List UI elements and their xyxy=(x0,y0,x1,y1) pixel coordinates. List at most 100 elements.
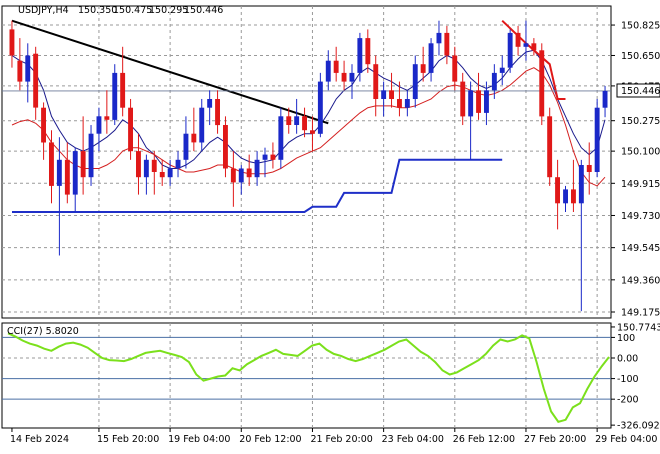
candle-body xyxy=(143,159,149,178)
candles xyxy=(9,20,608,312)
candle-body xyxy=(262,154,268,160)
price-tick-label: 149.915 xyxy=(621,179,660,190)
candle-body xyxy=(199,107,205,143)
symbol-label: USDJPY,H4 xyxy=(18,5,69,16)
current-price-label: 150.446 xyxy=(621,86,660,97)
candle-body xyxy=(389,90,394,99)
candle-body xyxy=(468,90,474,117)
close-value: 150.446 xyxy=(184,5,223,16)
time-tick-label: 14 Feb 2024 xyxy=(10,434,69,445)
cci-tick-label: 0.00 xyxy=(617,354,638,365)
candle-body xyxy=(286,116,292,125)
candle-body xyxy=(25,55,31,82)
cci-line xyxy=(7,332,610,423)
candle-body xyxy=(547,116,553,178)
candle-body xyxy=(365,38,371,65)
candle-body xyxy=(341,72,347,82)
candle-body xyxy=(128,107,133,152)
time-tick-label: 20 Feb 12:00 xyxy=(239,434,301,445)
candle-body xyxy=(151,159,157,172)
cci-frame xyxy=(1,322,612,429)
candle-body xyxy=(270,154,276,160)
candle-body xyxy=(381,90,387,99)
time-tick-label: 23 Feb 04:00 xyxy=(382,434,444,445)
candle-body xyxy=(404,99,410,108)
candle-body xyxy=(246,168,252,178)
candle-body xyxy=(373,64,379,99)
candle-body xyxy=(230,168,236,183)
price-tick-label: 149.545 xyxy=(621,243,660,254)
candle-body xyxy=(515,32,521,47)
candle-body xyxy=(499,67,505,73)
cci-tick-label: 100 xyxy=(617,333,635,344)
high-value: 150.475 xyxy=(113,5,152,16)
candle-body xyxy=(397,99,402,108)
candle-body xyxy=(420,64,426,73)
current-price-box xyxy=(616,83,660,98)
candle-body xyxy=(294,116,300,125)
candle-body xyxy=(428,43,434,73)
candle-body xyxy=(56,159,62,186)
candle-body xyxy=(349,72,355,82)
candle-body xyxy=(523,43,529,47)
candle-body xyxy=(460,81,466,117)
moving-averages xyxy=(11,49,606,187)
candle-body xyxy=(317,81,323,134)
candle-body xyxy=(436,32,442,44)
cci-tick-label: -100 xyxy=(617,374,639,385)
candle-body xyxy=(88,133,94,178)
candle-body xyxy=(64,159,70,195)
candle-body xyxy=(136,151,141,178)
cci-series xyxy=(7,332,610,423)
price-tick-label: 150.275 xyxy=(621,116,660,127)
candle-body xyxy=(357,38,363,73)
ma-red-line xyxy=(11,67,606,187)
candle-body xyxy=(333,60,339,73)
candle-body xyxy=(238,168,244,183)
price-tick-label: 150.825 xyxy=(621,21,660,32)
time-tick-label: 19 Feb 04:00 xyxy=(168,434,230,445)
support-line xyxy=(12,158,503,213)
candle-body xyxy=(9,29,15,56)
candle-body xyxy=(539,50,545,117)
candle-body xyxy=(555,177,560,204)
candle-body xyxy=(104,116,110,120)
low-value: 150.295 xyxy=(149,5,188,16)
candle-body xyxy=(254,159,260,178)
price-tick-label: 149.730 xyxy=(621,211,660,222)
candle-body xyxy=(507,32,513,68)
candle-body xyxy=(278,116,284,160)
candle-body xyxy=(223,125,228,169)
ma-blue-line xyxy=(11,49,606,169)
candle-body xyxy=(207,99,213,108)
candle-body xyxy=(491,72,497,91)
price-frame xyxy=(1,5,612,319)
candle-body xyxy=(80,151,86,178)
candle-body xyxy=(175,159,181,169)
time-tick-label: 15 Feb 20:00 xyxy=(97,434,159,445)
candle-body xyxy=(302,116,307,131)
candle-body xyxy=(159,172,165,178)
time-tick-label: 27 Feb 20:00 xyxy=(524,434,586,445)
time-tick-label: 26 Feb 12:00 xyxy=(453,434,515,445)
candle-body xyxy=(191,133,197,143)
candle-body xyxy=(594,107,600,172)
time-tick-label: 21 Feb 20:00 xyxy=(310,434,372,445)
candle-body xyxy=(72,151,78,195)
candle-body xyxy=(325,60,331,82)
price-tick-label: 149.175 xyxy=(621,308,660,319)
candle-body xyxy=(444,32,450,56)
candle-body xyxy=(602,91,608,108)
candle-body xyxy=(120,72,126,108)
candle-body xyxy=(531,43,537,51)
price-tick-label: 150.650 xyxy=(621,51,660,62)
trendline xyxy=(11,19,329,125)
candle-body xyxy=(215,99,220,126)
price-tick-label: 150.100 xyxy=(621,147,660,158)
cci-tick-label: -200 xyxy=(617,395,639,406)
cci-tick-label: 150.7743 xyxy=(617,322,660,333)
candle-body xyxy=(17,60,23,82)
candle-body xyxy=(49,142,54,186)
candle-body xyxy=(167,168,173,178)
